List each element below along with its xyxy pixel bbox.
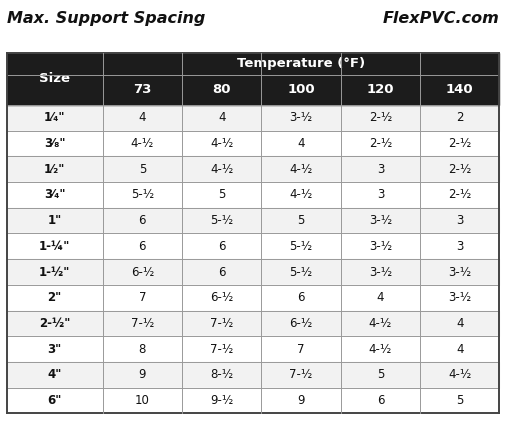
Text: 7: 7 [138, 291, 146, 304]
Text: 6-½: 6-½ [210, 291, 233, 304]
Text: 4-½: 4-½ [130, 137, 154, 150]
Text: 1⁄₄": 1⁄₄" [44, 111, 65, 124]
Text: For Sch 80 Pipe: For Sch 80 Pipe [201, 191, 405, 314]
Text: 2-½: 2-½ [447, 163, 471, 176]
Bar [7, 336, 498, 362]
Text: 1-½": 1-½" [39, 266, 70, 279]
Text: 6-½: 6-½ [289, 317, 312, 330]
Text: 5: 5 [455, 394, 463, 407]
Text: 5: 5 [218, 189, 225, 201]
Text: 6": 6" [47, 394, 62, 407]
Bar [7, 311, 498, 336]
Text: 100: 100 [287, 83, 314, 96]
Text: 3: 3 [455, 214, 463, 227]
Text: 3-½: 3-½ [368, 266, 391, 279]
Text: 7-½: 7-½ [130, 317, 154, 330]
Text: 4: 4 [455, 343, 463, 356]
Text: 120: 120 [366, 83, 393, 96]
Bar [7, 362, 498, 388]
Text: 3-½: 3-½ [289, 111, 312, 124]
Text: 4-½: 4-½ [368, 343, 391, 356]
Bar [7, 156, 498, 182]
Text: 3-½: 3-½ [368, 214, 391, 227]
Text: 2-½: 2-½ [368, 111, 391, 124]
Text: 2: 2 [455, 111, 463, 124]
Bar [7, 208, 498, 234]
Text: 4-½: 4-½ [289, 163, 312, 176]
Text: 9-½: 9-½ [210, 394, 233, 407]
Bar [7, 53, 498, 105]
Text: 3": 3" [47, 343, 62, 356]
Text: 3: 3 [376, 189, 383, 201]
Text: 4: 4 [218, 111, 225, 124]
Text: Size: Size [39, 72, 70, 85]
Text: 6: 6 [138, 214, 146, 227]
Text: 5-½: 5-½ [289, 266, 312, 279]
Text: 6-½: 6-½ [130, 266, 154, 279]
Text: 3: 3 [455, 240, 463, 253]
Text: 3-½: 3-½ [368, 240, 391, 253]
Text: 6: 6 [138, 240, 146, 253]
Text: 4: 4 [297, 137, 304, 150]
Text: 4-½: 4-½ [210, 163, 233, 176]
Text: 10: 10 [135, 394, 149, 407]
Text: 1": 1" [47, 214, 62, 227]
Text: FlexPVC.com: FlexPVC.com [382, 11, 498, 26]
Text: 6: 6 [218, 266, 225, 279]
Text: 2-½: 2-½ [368, 137, 391, 150]
Text: 7-½: 7-½ [210, 343, 233, 356]
Text: 3-½: 3-½ [447, 266, 470, 279]
Text: 8-½: 8-½ [210, 368, 233, 381]
Text: 4-½: 4-½ [447, 368, 471, 381]
Text: 7-½: 7-½ [289, 368, 312, 381]
Text: 4": 4" [47, 368, 62, 381]
Text: 4: 4 [376, 291, 383, 304]
Text: 2": 2" [47, 291, 62, 304]
Bar [7, 234, 498, 259]
Text: 3: 3 [376, 163, 383, 176]
Bar [7, 131, 498, 156]
Text: 8: 8 [138, 343, 146, 356]
Text: 2-½: 2-½ [447, 189, 471, 201]
Text: 5-½: 5-½ [289, 240, 312, 253]
Text: 6: 6 [218, 240, 225, 253]
Text: 9: 9 [138, 368, 146, 381]
Text: 4-½: 4-½ [368, 317, 391, 330]
Bar [7, 259, 498, 285]
Bar [7, 182, 498, 208]
Text: 9: 9 [297, 394, 304, 407]
Text: 4-½: 4-½ [210, 137, 233, 150]
Text: 3-½: 3-½ [447, 291, 470, 304]
Text: 7-½: 7-½ [210, 317, 233, 330]
Bar [7, 285, 498, 311]
Text: 80: 80 [212, 83, 230, 96]
Bar [7, 105, 498, 131]
Text: 4: 4 [455, 317, 463, 330]
Text: 73: 73 [133, 83, 151, 96]
Text: 5-½: 5-½ [130, 189, 154, 201]
Text: 3⁄₄": 3⁄₄" [44, 189, 65, 201]
Text: 6: 6 [376, 394, 383, 407]
Text: 6: 6 [297, 291, 304, 304]
Text: Max. Support Spacing: Max. Support Spacing [7, 11, 205, 26]
Text: 140: 140 [445, 83, 473, 96]
Text: 7: 7 [297, 343, 304, 356]
Text: 4: 4 [138, 111, 146, 124]
Text: 2-½: 2-½ [447, 137, 471, 150]
Text: 5: 5 [376, 368, 383, 381]
Text: 5-½: 5-½ [210, 214, 233, 227]
Text: 4-½: 4-½ [289, 189, 312, 201]
Text: 1⁄₂": 1⁄₂" [44, 163, 65, 176]
Text: Temperature (°F): Temperature (°F) [236, 57, 365, 70]
Text: 3⁄₈": 3⁄₈" [44, 137, 65, 150]
Text: 2-½": 2-½" [39, 317, 70, 330]
Text: 1-¼": 1-¼" [39, 240, 70, 253]
Bar [7, 388, 498, 413]
Text: 5: 5 [297, 214, 304, 227]
Text: 5: 5 [138, 163, 146, 176]
